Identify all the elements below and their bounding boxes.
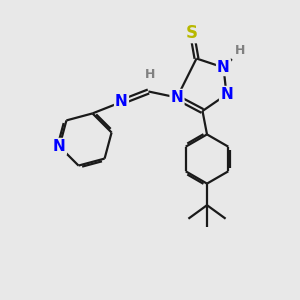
- Text: N: N: [115, 94, 128, 110]
- Text: N: N: [217, 60, 230, 75]
- Text: N: N: [53, 139, 66, 154]
- Text: N: N: [171, 90, 183, 105]
- Text: N: N: [220, 87, 233, 102]
- Text: S: S: [186, 24, 198, 42]
- Text: H: H: [145, 68, 155, 82]
- Text: H: H: [235, 44, 245, 58]
